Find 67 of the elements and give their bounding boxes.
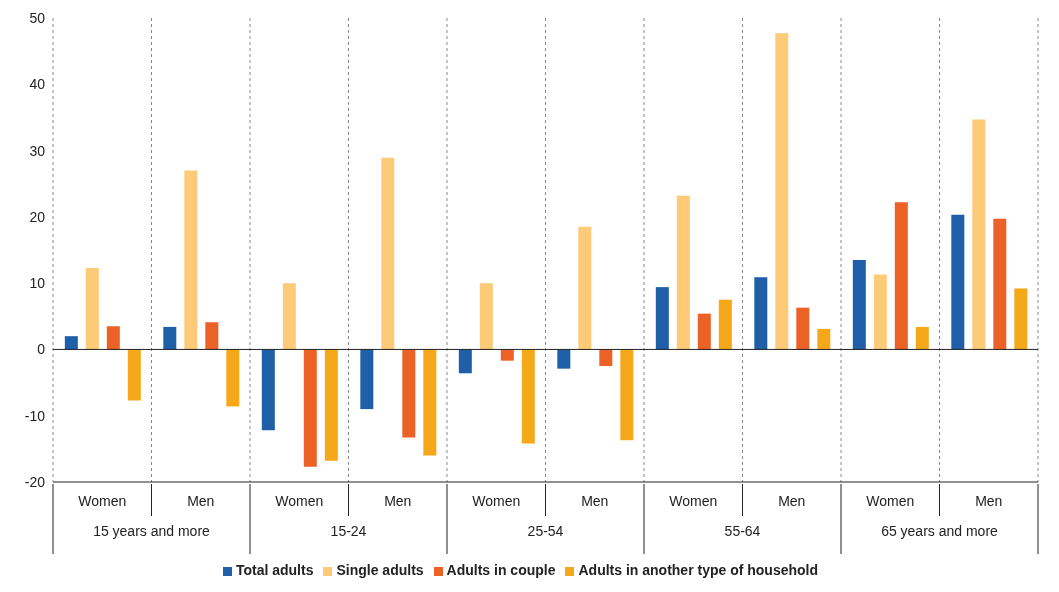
bar [915, 326, 929, 350]
bar [972, 119, 986, 350]
bar [106, 326, 120, 350]
bar [873, 274, 887, 350]
text: 55-64 [724, 523, 761, 539]
bar [324, 349, 338, 461]
bar [557, 349, 571, 369]
bar [817, 328, 831, 350]
x-tick-label: Men [384, 493, 412, 509]
x-tick-label: Women [472, 493, 521, 509]
y-tick-label: 50 [29, 9, 46, 26]
x-tick-label: Women [275, 493, 324, 509]
text: 15 years and more [93, 523, 211, 539]
y-tick-label: 40 [29, 76, 46, 93]
bar [993, 218, 1007, 350]
bar [754, 277, 768, 350]
bar [458, 349, 472, 374]
x-tick-label: Men [581, 493, 609, 509]
bar [599, 349, 613, 366]
legend-label: Single adults [336, 562, 424, 578]
bar [1014, 288, 1028, 350]
bar [718, 299, 732, 350]
bar [261, 349, 275, 431]
x-tick-label: Women [669, 493, 718, 509]
y-tick-label: 10 [29, 275, 46, 292]
bar [479, 283, 493, 350]
bar [205, 322, 219, 350]
text: 15-24 [330, 523, 367, 539]
bar [578, 226, 592, 350]
bar [163, 326, 177, 350]
bar [184, 170, 198, 350]
bar [226, 349, 240, 407]
y-tick-label: -10 [24, 407, 46, 424]
bar [360, 349, 374, 410]
bar [775, 33, 789, 350]
bar [697, 313, 711, 350]
bar [521, 349, 535, 444]
bar [64, 336, 78, 350]
x-tick-label: Men [187, 493, 215, 509]
legend-label: Adults in another type of household [578, 562, 819, 578]
text: 25-54 [527, 523, 564, 539]
text: 65 years and more [881, 523, 999, 539]
bar [85, 267, 99, 350]
bar [402, 349, 416, 438]
x-tick-label: Men [975, 493, 1003, 509]
y-tick-label: 0 [37, 341, 46, 358]
bar [127, 349, 141, 401]
bar [894, 202, 908, 350]
bar [951, 214, 965, 350]
y-tick-label: 20 [29, 208, 46, 225]
bar [381, 157, 395, 350]
bar [282, 283, 296, 350]
bar [500, 349, 514, 361]
legend-label: Adults in couple [446, 562, 556, 578]
x-tick-label: Women [78, 493, 127, 509]
x-tick-label: Men [778, 493, 806, 509]
bar [303, 349, 317, 467]
bar [796, 307, 810, 350]
bar [655, 287, 669, 350]
y-tick-label: -20 [24, 473, 46, 490]
bar [620, 349, 634, 441]
y-tick-label: 30 [29, 142, 46, 159]
bar [423, 349, 437, 456]
x-tick-label: Women [866, 493, 915, 509]
bar [676, 195, 690, 350]
legend-label: Total adults [235, 562, 314, 578]
bar [852, 259, 866, 350]
